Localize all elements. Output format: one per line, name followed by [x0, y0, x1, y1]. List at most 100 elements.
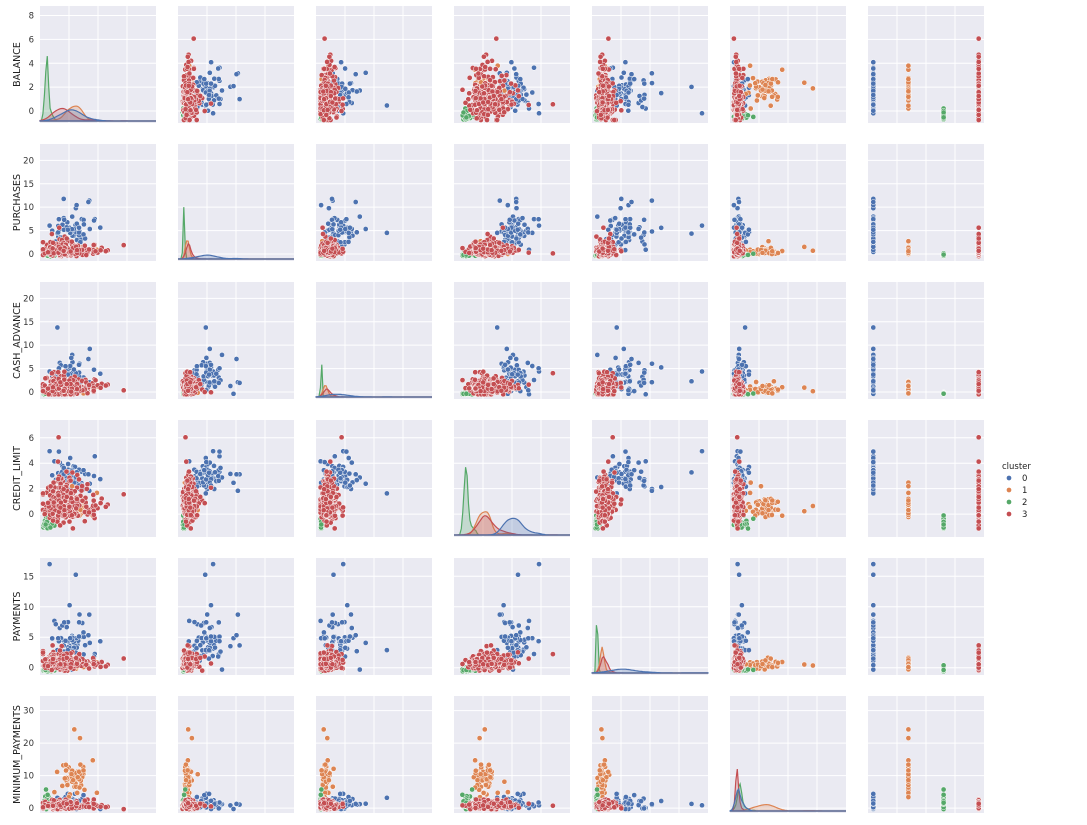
data-point	[495, 117, 500, 122]
data-point	[507, 90, 512, 95]
data-point	[536, 217, 541, 222]
data-point	[207, 70, 212, 75]
data-point	[632, 77, 637, 82]
data-point	[597, 90, 602, 95]
y-tick-label: 6	[29, 35, 34, 45]
data-point	[734, 59, 739, 64]
data-point	[216, 66, 221, 71]
data-point	[334, 115, 339, 120]
data-point	[810, 86, 815, 91]
data-point	[186, 97, 191, 102]
data-point	[87, 226, 92, 231]
data-point	[81, 232, 86, 237]
data-point	[91, 242, 96, 247]
data-point	[330, 100, 335, 105]
data-point	[745, 113, 750, 118]
data-point	[50, 240, 55, 245]
data-point	[51, 251, 56, 256]
data-point	[191, 66, 196, 71]
data-point	[495, 89, 500, 94]
data-point	[354, 230, 359, 235]
data-point	[340, 246, 345, 251]
data-point	[605, 107, 610, 112]
data-point	[524, 92, 529, 97]
data-point	[363, 70, 368, 75]
data-point	[326, 206, 331, 211]
panel-balance-3	[454, 6, 570, 123]
data-point	[187, 117, 192, 122]
data-point	[327, 54, 332, 59]
data-point	[488, 66, 493, 71]
data-point	[976, 66, 981, 71]
data-point	[353, 72, 358, 77]
data-point	[526, 102, 531, 107]
data-point	[737, 83, 742, 88]
data-point	[486, 107, 491, 112]
data-point	[493, 67, 498, 72]
data-point	[514, 199, 519, 204]
data-point	[735, 112, 740, 117]
data-point	[497, 198, 502, 203]
data-point	[343, 66, 348, 71]
data-point	[802, 80, 807, 85]
data-point	[181, 74, 186, 79]
data-point	[65, 227, 70, 232]
data-point	[649, 81, 654, 86]
data-point	[326, 221, 331, 226]
data-point	[91, 218, 96, 223]
data-point	[473, 96, 478, 101]
data-point	[871, 81, 876, 86]
data-point	[339, 60, 344, 65]
data-point	[86, 199, 91, 204]
data-point	[601, 83, 606, 88]
panel-balance-5	[730, 6, 846, 123]
data-point	[516, 221, 521, 226]
data-point	[57, 225, 62, 230]
data-point	[346, 239, 351, 244]
data-point	[321, 117, 326, 122]
data-point	[363, 226, 368, 231]
data-point	[733, 71, 738, 76]
data-point	[512, 66, 517, 71]
data-point	[121, 243, 126, 248]
data-point	[195, 88, 200, 93]
data-point	[486, 99, 491, 104]
data-point	[871, 72, 876, 77]
data-point	[185, 90, 190, 95]
data-point	[751, 114, 756, 119]
data-point	[906, 89, 911, 94]
data-point	[485, 112, 490, 117]
y-tick-label: 10	[23, 203, 34, 213]
data-point	[494, 36, 499, 41]
data-point	[515, 88, 520, 93]
data-point	[322, 36, 327, 41]
data-point	[64, 236, 69, 241]
data-point	[748, 106, 753, 111]
data-point	[353, 199, 358, 204]
data-point	[330, 246, 335, 251]
data-point	[871, 60, 876, 65]
data-point	[98, 225, 103, 230]
data-point	[518, 232, 523, 237]
data-point	[319, 203, 324, 208]
data-point	[329, 196, 334, 201]
data-point	[689, 84, 694, 89]
data-point	[606, 84, 611, 89]
data-point	[204, 102, 209, 107]
data-point	[331, 222, 336, 227]
data-point	[642, 96, 647, 101]
data-point	[468, 107, 473, 112]
panel-balance-4	[592, 6, 708, 123]
data-point	[61, 248, 66, 253]
data-point	[515, 227, 520, 232]
data-point	[536, 111, 541, 116]
data-point	[906, 77, 911, 82]
data-point	[207, 92, 212, 97]
data-point	[502, 78, 507, 83]
data-point	[871, 66, 876, 71]
data-point	[493, 102, 498, 107]
data-point	[509, 81, 514, 86]
data-point	[770, 77, 775, 82]
y-axis-label: BALANCE	[12, 42, 23, 87]
